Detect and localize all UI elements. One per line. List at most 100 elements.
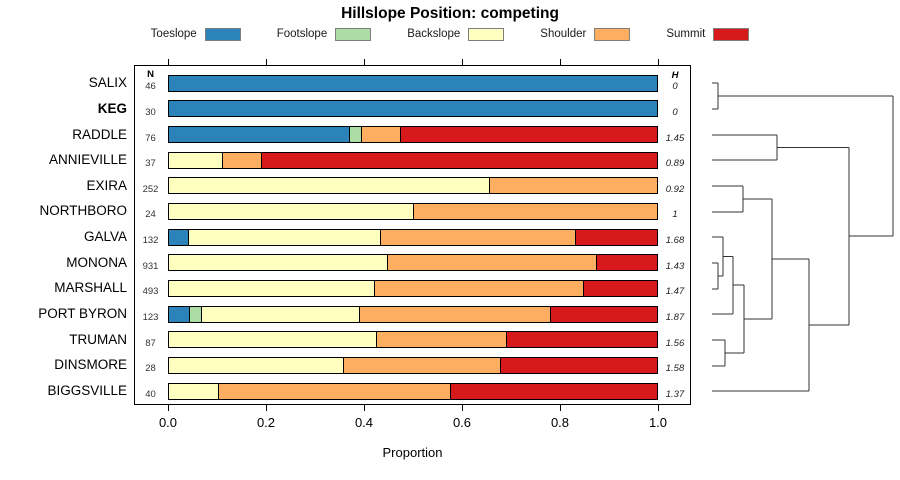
n-value: 30 (145, 106, 156, 118)
row-label-truman: TRUMAN (69, 331, 127, 347)
h-value: 0.89 (665, 158, 685, 170)
legend-item-footslope: Footslope (276, 27, 372, 41)
legend-label-shoulder: Shoulder (540, 28, 587, 40)
n-value: 123 (142, 312, 159, 324)
stacked-bar-raddle (168, 126, 658, 143)
stacked-bar-monona (168, 254, 658, 272)
axis-tick-label: 0.6 (452, 415, 472, 430)
bar-segment-shoulder (387, 255, 596, 271)
bar-segment-backslope (169, 332, 377, 348)
legend-label-summit: Summit (666, 28, 706, 40)
bar-segment-footslope (189, 306, 201, 322)
n-value: 931 (142, 260, 159, 272)
h-value: 0 (672, 81, 678, 93)
stacked-bar-galva (168, 228, 658, 246)
bar-segment-summit (399, 127, 657, 142)
row-label-galva: GALVA (83, 229, 127, 245)
row-label-keg: KEG (97, 100, 127, 116)
bar-segment-footslope (348, 127, 362, 142)
row-label-salix: SALIX (88, 75, 127, 91)
bar-segment-toeslope (169, 127, 349, 142)
row-label-exira: EXIRA (86, 177, 127, 193)
axis-tick-label: 0.2 (256, 415, 276, 430)
bar-segment-shoulder (221, 152, 262, 168)
bar-segment-toeslope (169, 75, 657, 91)
axis-tick-bottom (364, 405, 366, 411)
n-value: 37 (145, 158, 156, 170)
h-value: 1.68 (665, 235, 685, 247)
n-value: 28 (145, 363, 156, 375)
stacked-bar-dinsmore (168, 356, 658, 374)
axis-tick-top (266, 59, 268, 65)
stacked-bar-biggsville (168, 382, 658, 400)
h-value: 1.87 (665, 312, 685, 324)
bar-segment-toeslope (169, 229, 188, 245)
bar-segment-toeslope (169, 306, 189, 322)
legend-label-footslope: Footslope (276, 28, 328, 40)
legend-label-toeslope: Toeslope (150, 28, 197, 40)
legend-item-toeslope: Toeslope (150, 27, 241, 41)
bar-segment-shoulder (343, 357, 500, 373)
bar-segment-summit (499, 357, 657, 373)
axis-tick-bottom (560, 405, 562, 411)
h-value: 1.56 (665, 337, 685, 349)
legend-label-backslope: Backslope (407, 28, 461, 40)
axis-tick-top (560, 59, 562, 65)
axis-tick-bottom (462, 405, 464, 411)
stacked-bar-port-byron (168, 305, 658, 323)
axis-tick-top (364, 59, 366, 65)
chart-title: Hillslope Position: competing (341, 5, 559, 22)
bar-segment-backslope (200, 306, 360, 322)
bar-segment-shoulder (217, 383, 450, 399)
bar-segment-backslope (169, 203, 413, 219)
row-label-biggsville: BIGGSVILLE (47, 383, 127, 398)
bar-segment-backslope (187, 229, 380, 245)
row-label-annieville: ANNIEVILLE (48, 152, 127, 168)
bar-segment-shoulder (488, 178, 657, 194)
n-value: 132 (142, 235, 159, 247)
legend-item-summit: Summit (666, 27, 750, 41)
bar-segment-summit (549, 306, 657, 322)
row-label-monona: MONONA (66, 254, 127, 270)
bar-segment-backslope (169, 383, 218, 399)
legend: Toeslope Footslope Backslope Shoulder Summit (0, 25, 900, 43)
axis-tick-label: 1.0 (648, 415, 668, 430)
stacked-bar-northboro (168, 202, 658, 220)
stacked-bar-keg (168, 100, 658, 118)
bar-segment-toeslope (169, 101, 657, 117)
x-axis-title: Proportion (382, 445, 443, 460)
axis-tick-label: 0.8 (550, 415, 570, 430)
row-label-marshall: MARSHALL (54, 280, 127, 296)
n-value: 87 (145, 337, 156, 349)
bar-segment-shoulder (376, 332, 506, 348)
h-value: 1.43 (665, 260, 685, 272)
n-column-header: N (147, 69, 154, 80)
stacked-bar-exira (168, 177, 658, 195)
plot-box (134, 65, 691, 405)
h-value: 1.45 (665, 132, 685, 144)
axis-tick-bottom (266, 405, 268, 411)
bar-segment-backslope (169, 255, 388, 271)
bar-segment-summit (261, 152, 657, 168)
n-value: 252 (142, 183, 159, 195)
row-label-port-byron: PORT BYRON (38, 306, 127, 322)
bar-segment-summit (505, 332, 657, 348)
stacked-bar-truman (168, 331, 658, 349)
stacked-bar-marshall (168, 279, 658, 297)
bar-segment-summit (449, 383, 657, 399)
legend-swatch-footslope (335, 27, 372, 41)
bar-segment-shoulder (361, 127, 400, 142)
axis-tick-label: 0.0 (158, 415, 178, 430)
axis-tick-top (658, 59, 660, 65)
legend-swatch-toeslope (204, 27, 241, 41)
axis-tick-top (462, 59, 464, 65)
bar-segment-backslope (169, 357, 344, 373)
h-value: 1.47 (665, 286, 685, 298)
n-value: 46 (145, 81, 156, 93)
row-label-dinsmore: DINSMORE (54, 357, 127, 373)
legend-item-backslope: Backslope (407, 27, 505, 41)
h-column-header: H (671, 70, 679, 81)
legend-item-shoulder: Shoulder (540, 27, 631, 41)
h-value: 1.58 (665, 363, 685, 375)
